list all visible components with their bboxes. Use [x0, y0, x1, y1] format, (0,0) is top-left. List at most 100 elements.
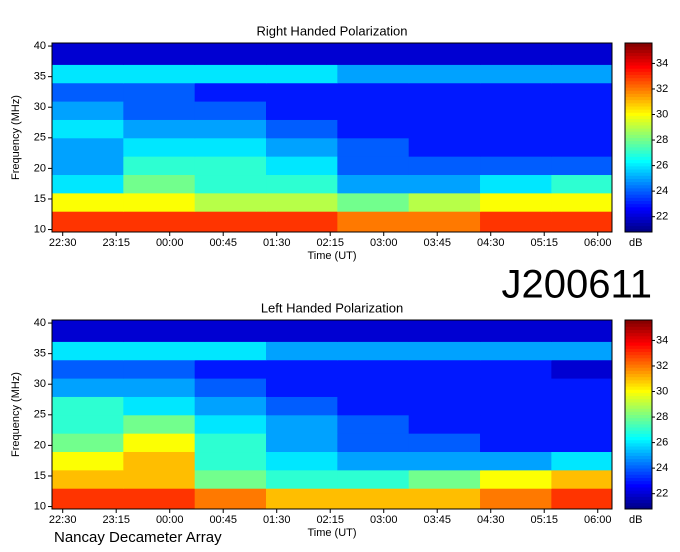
- heatmap-cell: [551, 488, 613, 510]
- colorbar-step: [625, 354, 652, 359]
- heatmap-cell: [52, 119, 124, 139]
- colorbar-step: [625, 395, 652, 400]
- y-tick-label: 35: [34, 71, 46, 83]
- colorbar-step: [625, 420, 652, 425]
- heatmap-cell: [194, 64, 267, 84]
- colorbar-step: [625, 181, 652, 186]
- y-tick-label: 20: [34, 162, 46, 174]
- heatmap-cell: [408, 488, 481, 510]
- colorbar-step: [625, 480, 652, 485]
- x-tick-label: 00:45: [209, 237, 237, 249]
- heatmap-cell: [123, 64, 196, 84]
- x-tick-label: 01:30: [263, 514, 291, 526]
- heatmap-cell: [194, 211, 267, 233]
- y-tick-label: 20: [34, 439, 46, 451]
- heatmap-cell: [194, 451, 267, 471]
- heatmap-cell: [551, 82, 613, 102]
- heatmap-cell: [551, 320, 613, 342]
- heatmap-cell: [52, 359, 124, 379]
- colorbar-step: [625, 323, 652, 327]
- colorbar-step: [625, 417, 652, 422]
- colorbar-step: [625, 134, 652, 138]
- heatmap-cell: [408, 137, 481, 157]
- heatmap-cell: [408, 469, 481, 489]
- heatmap-cell: [123, 488, 196, 510]
- heatmap-cell: [480, 174, 552, 194]
- colorbar-step: [625, 228, 652, 233]
- heatmap-cell: [408, 451, 481, 471]
- colorbar-step: [625, 446, 652, 450]
- heatmap-cell: [551, 451, 613, 471]
- colorbar-step: [625, 373, 652, 378]
- heatmap-cell: [480, 211, 552, 233]
- heatmap-cell: [551, 341, 613, 361]
- heatmap-cell: [551, 211, 613, 233]
- colorbar-step: [625, 90, 652, 94]
- heatmap-cell: [266, 192, 338, 212]
- heatmap-cell: [194, 192, 267, 212]
- heatmap-cell: [408, 396, 481, 416]
- colorbar-step: [625, 436, 652, 441]
- colorbar-step: [625, 200, 652, 205]
- heatmap-cell: [194, 43, 267, 65]
- heatmap-cell: [52, 156, 124, 176]
- colorbar-step: [625, 52, 652, 57]
- heatmap-cell: [52, 488, 124, 510]
- heatmap-cell: [194, 396, 267, 416]
- colorbar-step: [625, 483, 652, 488]
- heatmap-cell: [408, 101, 481, 120]
- y-tick-label: 25: [34, 132, 46, 144]
- heatmap-cell: [123, 341, 196, 361]
- colorbar-step: [625, 468, 652, 472]
- heatmap-cell: [266, 64, 338, 84]
- heatmap-cell: [194, 174, 267, 194]
- y-tick-label: 10: [34, 223, 46, 235]
- heatmap-cell: [480, 378, 552, 397]
- colorbar-step: [625, 326, 652, 330]
- heatmap-cell: [123, 43, 196, 65]
- heatmap-cell: [337, 396, 410, 416]
- colorbar-step: [625, 351, 652, 356]
- heatmap-cell: [123, 451, 196, 471]
- colorbar-step: [625, 471, 652, 475]
- heatmap-cell: [266, 414, 338, 434]
- colorbar-step: [625, 458, 652, 463]
- heatmap-cell: [194, 101, 267, 120]
- colorbar-step: [625, 439, 652, 444]
- colorbar-step: [625, 464, 652, 469]
- heatmap-cell: [52, 396, 124, 416]
- x-axis-label: Time (UT): [307, 250, 356, 262]
- colorbar-step: [625, 461, 652, 466]
- heatmap-cell: [266, 137, 338, 157]
- heatmap-cell: [337, 64, 410, 84]
- colorbar-step: [625, 68, 652, 72]
- heatmap-cell: [123, 211, 196, 233]
- x-tick-label: 03:00: [370, 237, 398, 249]
- heatmap-cell: [52, 378, 124, 397]
- heatmap-cell: [266, 451, 338, 471]
- heatmap-cell: [337, 451, 410, 471]
- heatmap-cell: [123, 469, 196, 489]
- heatmap-cell: [551, 359, 613, 379]
- x-tick-label: 01:30: [263, 237, 291, 249]
- heatmap-cell: [408, 119, 481, 139]
- heatmap-cell: [551, 174, 613, 194]
- colorbar-step: [625, 335, 652, 340]
- colorbar-tick-label: 32: [656, 360, 668, 372]
- heatmap-cell: [551, 137, 613, 157]
- footer: Nancay Decameter Array: [54, 529, 222, 546]
- colorbar-tick-label: 28: [656, 411, 668, 423]
- heatmap-cell: [551, 192, 613, 212]
- heatmap-cell: [194, 378, 267, 397]
- heatmap-cell: [337, 341, 410, 361]
- colorbar-step: [625, 187, 652, 192]
- colorbar-step: [625, 370, 652, 375]
- chart-title: Left Handed Polarization: [261, 300, 403, 315]
- heatmap-cell: [337, 488, 410, 510]
- colorbar-step: [625, 427, 652, 431]
- colorbar-step: [625, 320, 652, 324]
- colorbar-step: [625, 175, 652, 179]
- colorbar-step: [625, 414, 652, 419]
- event-label: J200611: [501, 263, 652, 307]
